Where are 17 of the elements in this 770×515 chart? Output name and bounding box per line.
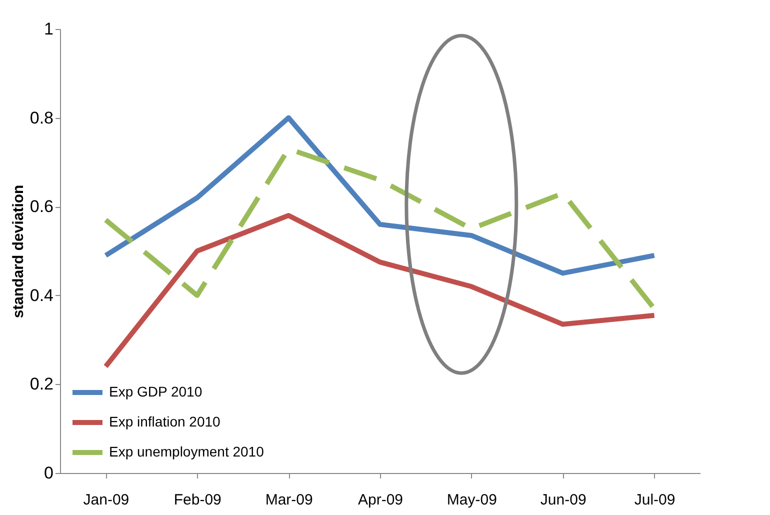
y-tick-label: 0.8 [30, 108, 54, 128]
x-tick-label: Jan-09 [83, 492, 130, 508]
x-tick-label: Jun-09 [540, 492, 586, 508]
y-tick-label: 1 [44, 20, 54, 38]
y-tick-label: 0 [44, 464, 54, 482]
x-tick-label: May-09 [446, 492, 497, 508]
x-tick-label: Jul-09 [634, 492, 676, 508]
y-tick-label: 0.2 [30, 374, 54, 394]
legend-label: Exp inflation 2010 [109, 414, 221, 430]
x-tick-label: Mar-09 [265, 492, 313, 508]
y-tick-label: 0.4 [30, 286, 54, 305]
legend-label: Exp GDP 2010 [109, 384, 202, 400]
x-tick-label: Apr-09 [358, 492, 404, 508]
y-tick-label: 0.6 [30, 197, 54, 216]
legend-label: Exp unemployment 2010 [109, 444, 264, 460]
y-axis-title: standard deviation [10, 184, 27, 318]
x-tick-label: Feb-09 [174, 492, 222, 508]
